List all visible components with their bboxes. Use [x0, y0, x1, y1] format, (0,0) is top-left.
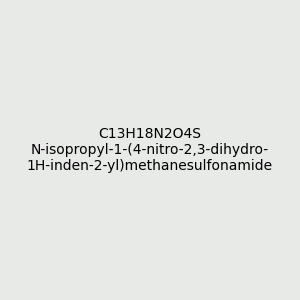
Text: C13H18N2O4S
N-isopropyl-1-(4-nitro-2,3-dihydro-
1H-inden-2-yl)methanesulfonamide: C13H18N2O4S N-isopropyl-1-(4-nitro-2,3-d…	[27, 127, 273, 173]
